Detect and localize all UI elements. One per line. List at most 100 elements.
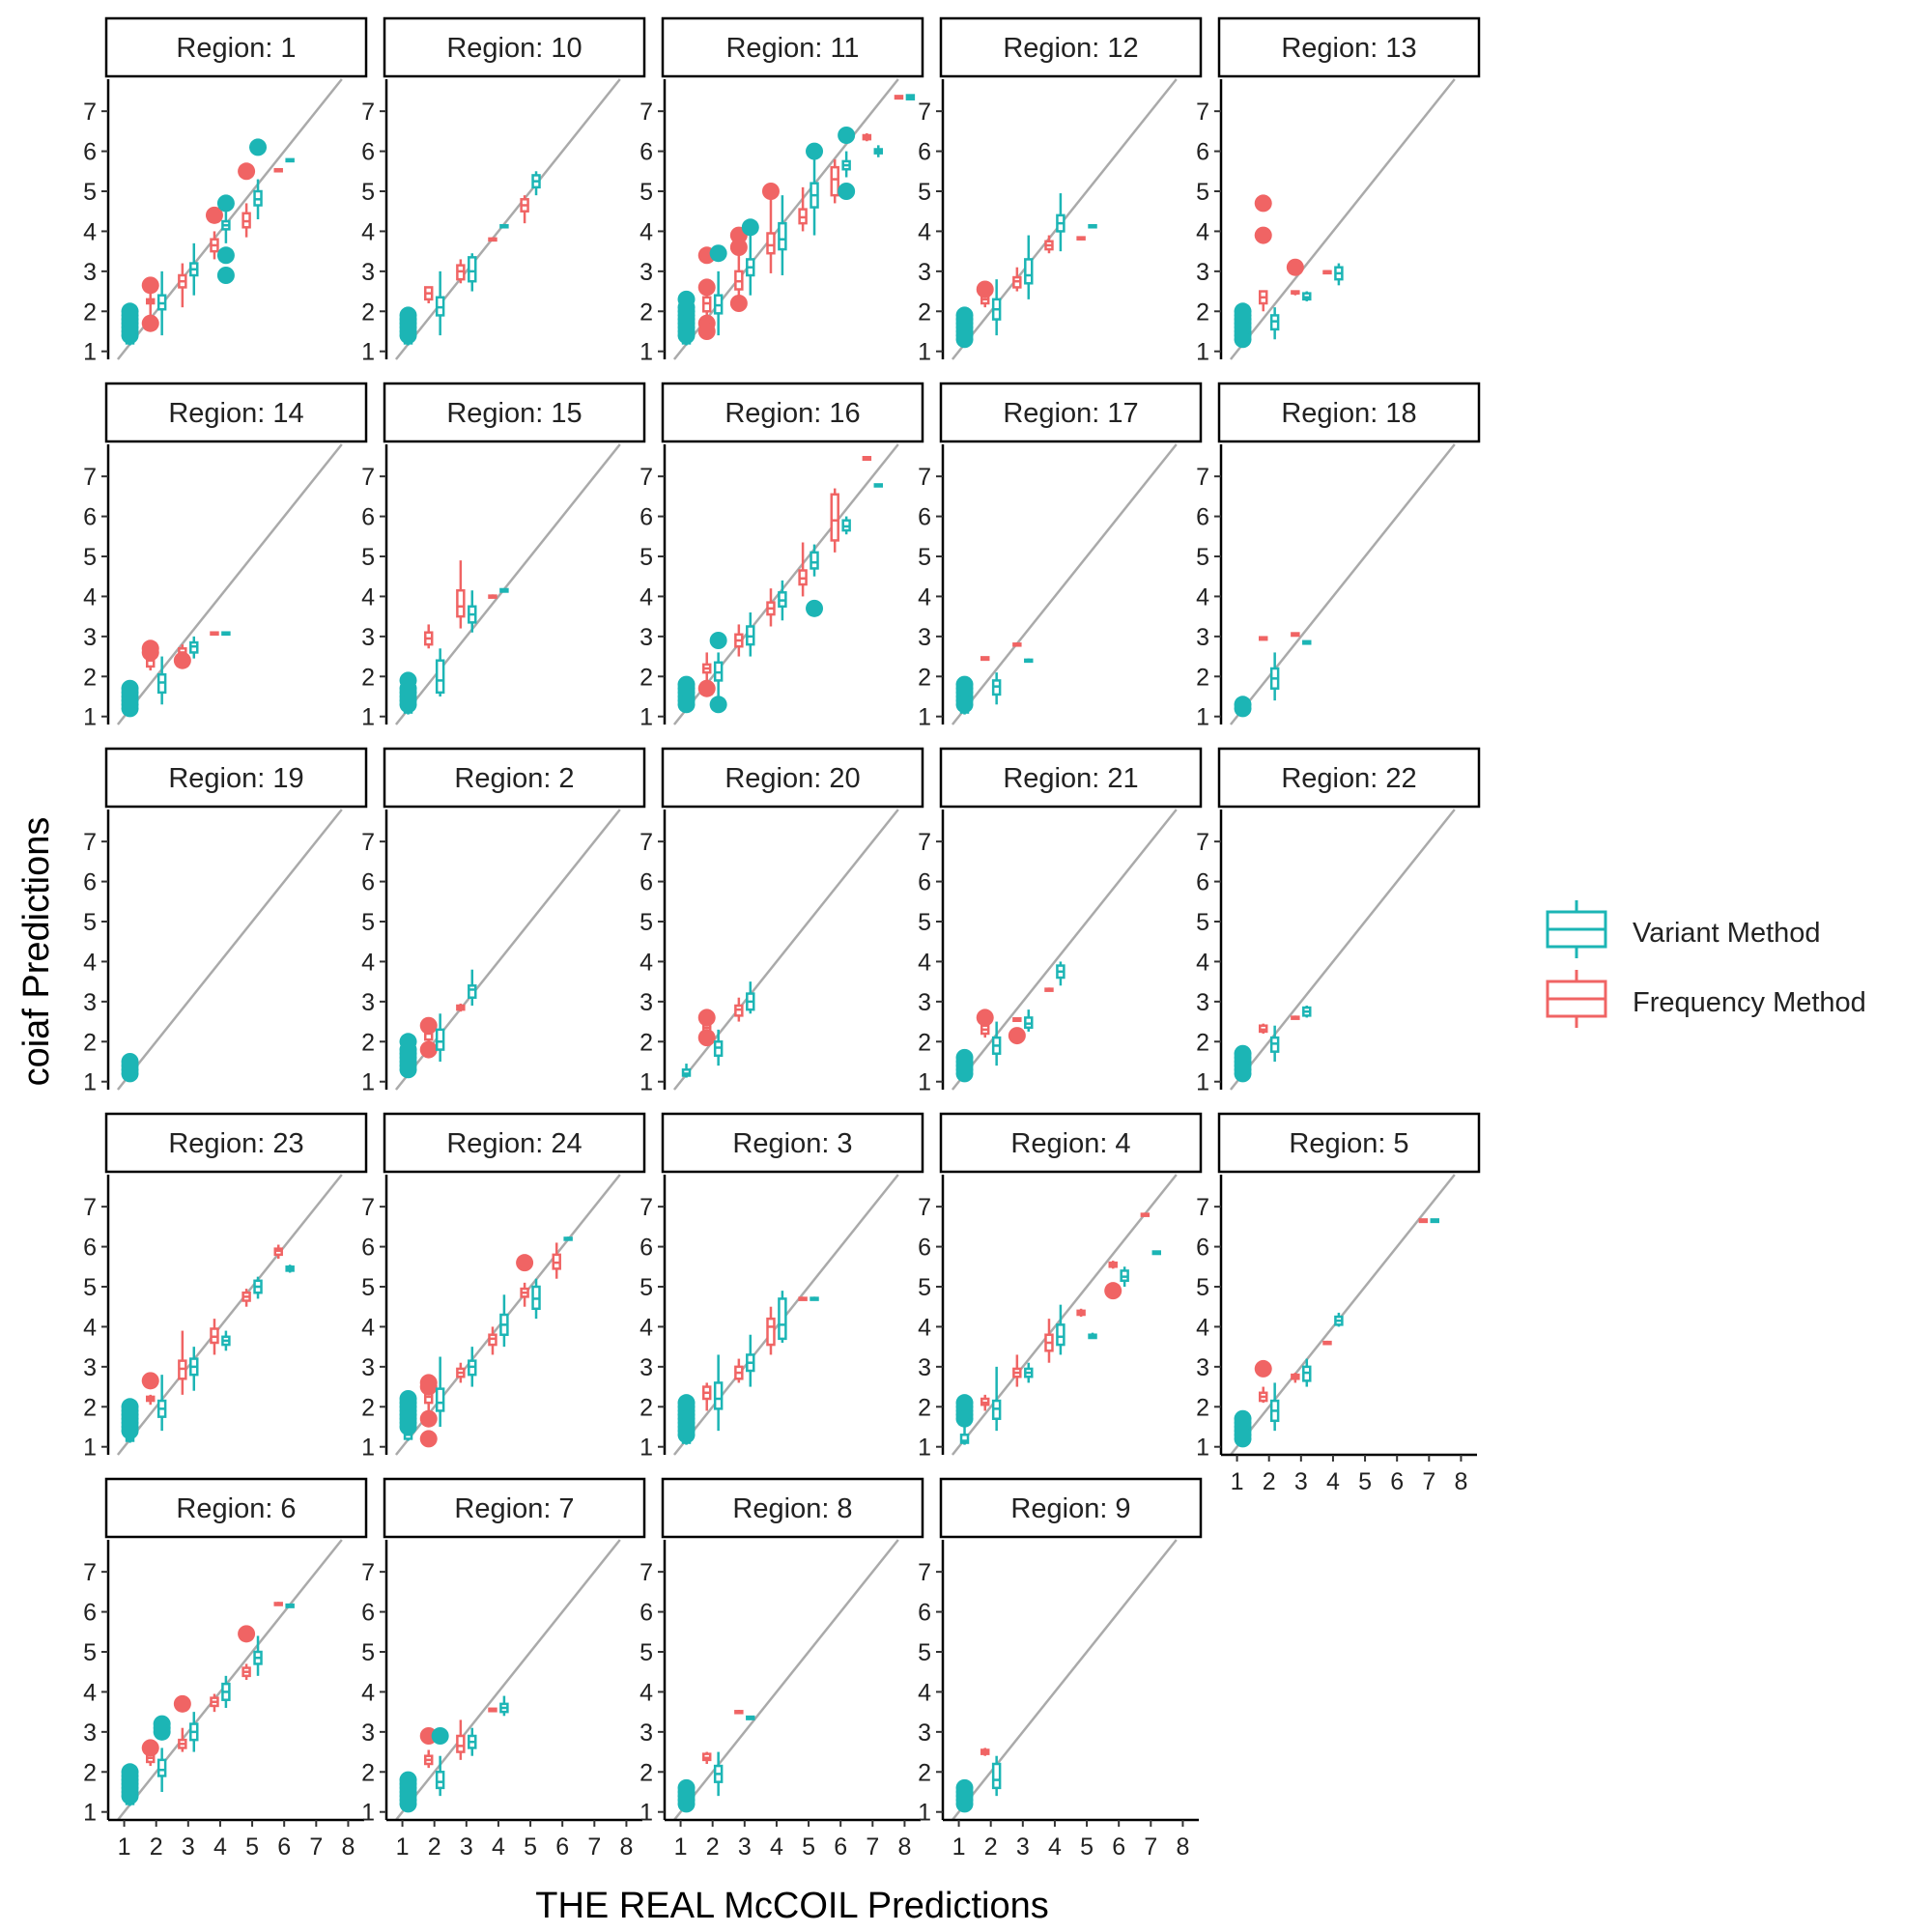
facet-strip-label: Region: 12 xyxy=(1003,33,1138,64)
frequency-box xyxy=(242,1289,251,1307)
box-iqr xyxy=(830,165,839,197)
y-tick-label: 1 xyxy=(1196,339,1209,366)
y-tick-label: 4 xyxy=(639,949,653,976)
frequency-box xyxy=(766,588,776,627)
reference-line xyxy=(672,809,899,1091)
y-tick-label: 4 xyxy=(918,583,931,611)
y-tick-label: 5 xyxy=(1196,1274,1209,1301)
facet-strip-label: Region: 6 xyxy=(176,1493,296,1524)
frequency-box xyxy=(1008,1017,1026,1045)
variant-box xyxy=(499,587,509,593)
variant-box xyxy=(431,1727,449,1797)
variant-box xyxy=(435,270,445,336)
y-tick-label: 3 xyxy=(1196,1354,1209,1381)
frequency-box xyxy=(141,639,159,671)
facet-strip-label: Region: 18 xyxy=(1281,398,1416,429)
frequency-box xyxy=(488,237,497,242)
frequency-outlier xyxy=(238,1625,256,1643)
y-tick-label: 5 xyxy=(918,1639,931,1666)
y-tick-label: 4 xyxy=(361,218,375,245)
box-iqr xyxy=(156,1758,167,1777)
y-tick-label: 1 xyxy=(1196,1435,1209,1462)
y-tick-label: 7 xyxy=(361,99,375,126)
frequency-box xyxy=(173,644,191,669)
frequency-box xyxy=(456,1362,466,1383)
y-tick-label: 7 xyxy=(639,99,653,126)
y-tick-label: 6 xyxy=(639,139,653,166)
y-tick-label: 3 xyxy=(361,1354,375,1381)
variant-box xyxy=(1302,291,1312,301)
box-iqr xyxy=(766,1317,776,1347)
y-tick-label: 4 xyxy=(83,218,97,245)
variant-box xyxy=(1088,1332,1097,1340)
variant-box xyxy=(741,218,759,296)
facet-strip xyxy=(383,1477,646,1539)
frequency-box xyxy=(552,1242,561,1279)
facet-strip-label: Region: 2 xyxy=(454,763,574,794)
y-tick-label: 3 xyxy=(83,624,97,651)
frequency-box xyxy=(980,1394,990,1411)
variant-outlier xyxy=(216,267,235,284)
y-tick-label: 6 xyxy=(361,139,375,166)
variant-box xyxy=(221,1330,231,1351)
y-tick-label: 7 xyxy=(1196,464,1209,491)
y-tick-label: 3 xyxy=(918,1719,931,1747)
y-tick-label: 6 xyxy=(361,1235,375,1262)
y-tick-label: 5 xyxy=(639,1639,653,1666)
legend: Variant Method Frequency Method xyxy=(1546,900,1866,1028)
reference-line xyxy=(394,78,621,360)
frequency-box xyxy=(980,1747,990,1756)
frequency-outlier xyxy=(729,239,748,256)
y-tick-label: 6 xyxy=(918,1235,931,1262)
variant-box xyxy=(399,306,417,346)
box-iqr xyxy=(959,1434,970,1444)
box-iqr xyxy=(435,1771,445,1790)
frequency-box xyxy=(1104,1261,1122,1300)
x-tick-label: 1 xyxy=(674,1833,688,1861)
y-tick-label: 5 xyxy=(918,909,931,936)
x-tick-label: 8 xyxy=(341,1833,355,1861)
facet-strip xyxy=(104,1477,368,1539)
y-tick-label: 2 xyxy=(1196,1394,1209,1421)
variant-box xyxy=(713,1751,724,1797)
variant-box xyxy=(1269,1025,1280,1062)
x-tick-label: 3 xyxy=(1016,1833,1030,1861)
frequency-box xyxy=(488,1326,497,1355)
legend-label-frequency: Frequency Method xyxy=(1633,987,1866,1018)
box-iqr xyxy=(810,551,819,570)
facet-panel: Region: 1 1 2 3 4 5 6 7 xyxy=(83,16,368,366)
variant-box xyxy=(499,1294,509,1348)
y-tick-label: 4 xyxy=(83,1679,97,1706)
facet-panel: Region: 10 1 2 3 4 5 6 7 xyxy=(361,16,646,366)
facet-panel: Region: 2 1 2 3 4 5 6 7 xyxy=(361,747,646,1096)
frequency-outlier xyxy=(141,639,159,658)
x-tick-label: 6 xyxy=(1390,1468,1404,1495)
frequency-outlier xyxy=(141,1372,159,1390)
variant-outlier xyxy=(955,675,974,694)
facet-strip xyxy=(104,747,368,809)
y-tick-label: 7 xyxy=(361,464,375,491)
variant-box xyxy=(121,679,139,718)
y-tick-label: 6 xyxy=(1196,139,1209,166)
variant-outlier xyxy=(677,1394,696,1412)
y-tick-label: 7 xyxy=(639,829,653,856)
reference-line xyxy=(116,1539,343,1821)
y-tick-label: 6 xyxy=(1196,1235,1209,1262)
variant-outlier xyxy=(709,632,727,649)
frequency-box xyxy=(1044,235,1054,254)
y-tick-label: 4 xyxy=(361,1679,375,1706)
y-tick-label: 6 xyxy=(639,1235,653,1262)
frequency-box xyxy=(210,1693,219,1713)
x-tick-label: 2 xyxy=(150,1833,163,1861)
frequency-outlier xyxy=(697,1009,716,1027)
variant-outlier xyxy=(121,1053,139,1070)
variant-box xyxy=(677,675,696,714)
frequency-box xyxy=(798,542,808,597)
variant-box xyxy=(156,1375,167,1432)
y-tick-label: 3 xyxy=(639,259,653,286)
facet-panel: Region: 22 1 2 3 4 5 6 7 xyxy=(1196,747,1481,1096)
variant-box xyxy=(285,1264,295,1273)
variant-box xyxy=(435,1356,445,1427)
y-tick-label: 7 xyxy=(83,1194,97,1221)
y-tick-label: 7 xyxy=(918,1559,931,1586)
